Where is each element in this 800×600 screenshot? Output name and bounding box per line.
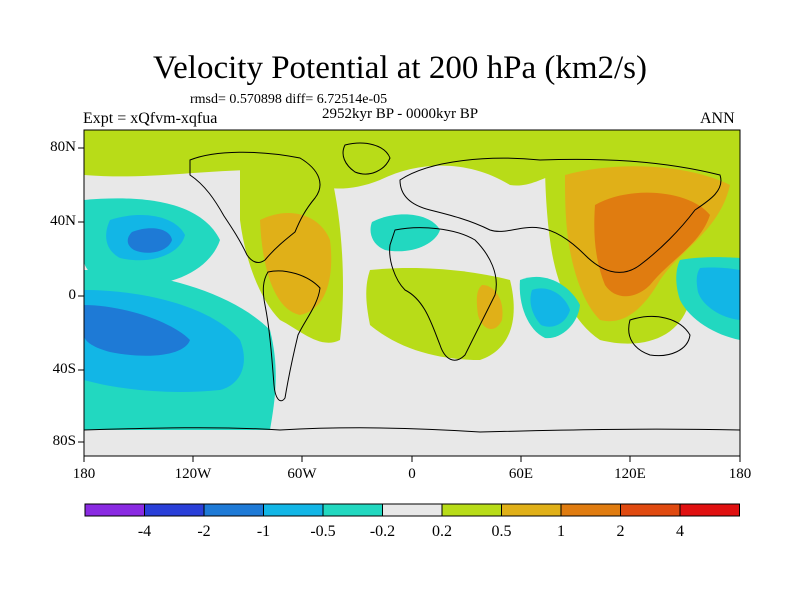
coastline-africa [389,227,497,361]
positive-region-africa [366,268,514,360]
lon-label-180w: 180 [72,466,96,482]
colorbar-box-4 [263,504,323,516]
period-label: 2952kyr BP - 0000kyr BP [322,106,479,122]
colorbar-label: 0.2 [432,523,452,540]
experiment-label: Expt = xQfvm-xqfua [83,110,218,127]
colorbar-label: 4 [676,523,684,540]
colorbar-label: -4 [137,523,152,540]
lon-label-60w: 60W [287,466,317,482]
colorbar-label: -1 [256,523,271,540]
lon-label-180e: 180 [728,466,752,482]
lon-label-120w: 120W [174,466,212,482]
negative-region-indian-ocean-inner [530,288,570,327]
colorbar-box-8 [501,504,561,516]
coastline-australia [628,316,691,357]
lat-label-80n: 80N [50,139,76,155]
colorbar-box-7 [442,504,502,516]
coastline-south-america [262,270,321,402]
negative-core-south-pacific [84,305,190,356]
colorbar-label: -0.2 [369,523,396,540]
lon-label-0: 0 [408,466,416,482]
colorbar-box-11 [680,504,740,516]
season-label: ANN [700,110,735,127]
colorbar-label: -2 [197,523,211,540]
lat-label-80s: 80S [52,433,76,449]
velocity-potential-field [84,130,740,456]
positive-region-caribbean [260,212,332,315]
lon-label-120e: 120E [614,466,646,482]
coastline-greenland [342,142,391,175]
colorbar-box-6 [382,504,442,516]
high-latitude-band-south [84,430,740,456]
colorbar-box-2 [144,504,204,516]
colorbar-box-5 [323,504,383,516]
rmsd-diff-stats: rmsd= 0.570898 diff= 6.72514e-05 [190,92,388,107]
colorbar [84,503,740,517]
coastline-eurasia [399,157,722,273]
negative-core-north-pacific [127,228,172,253]
lat-label-40s: 40S [52,361,76,377]
colorbar-label: -0.5 [310,523,336,540]
colorbar-box-1 [85,504,145,516]
high-latitude-band-north [84,130,740,189]
colorbar-label: 1 [557,523,565,540]
colorbar-label: 2 [616,523,625,540]
negative-region-west-pacific-inner [696,267,740,320]
positive-region-asia-core [594,192,710,297]
negative-region-north-atlantic [370,214,440,252]
colorbar-label: 0.5 [491,523,512,540]
colorbar-box-10 [620,504,680,516]
coastline-north-america [189,151,321,263]
lat-label-40n: 40N [50,213,76,229]
lon-label-60e: 60E [508,466,534,482]
coastlines [84,142,740,433]
colorbar-box-3 [204,504,264,516]
coastline-antarctica [84,427,740,433]
colorbar-box-9 [561,504,621,516]
axis-ticks [78,147,741,462]
lat-label-eq: 0 [68,287,77,303]
map-title: Velocity Potential at 200 hPa (km2/s) [152,50,648,86]
